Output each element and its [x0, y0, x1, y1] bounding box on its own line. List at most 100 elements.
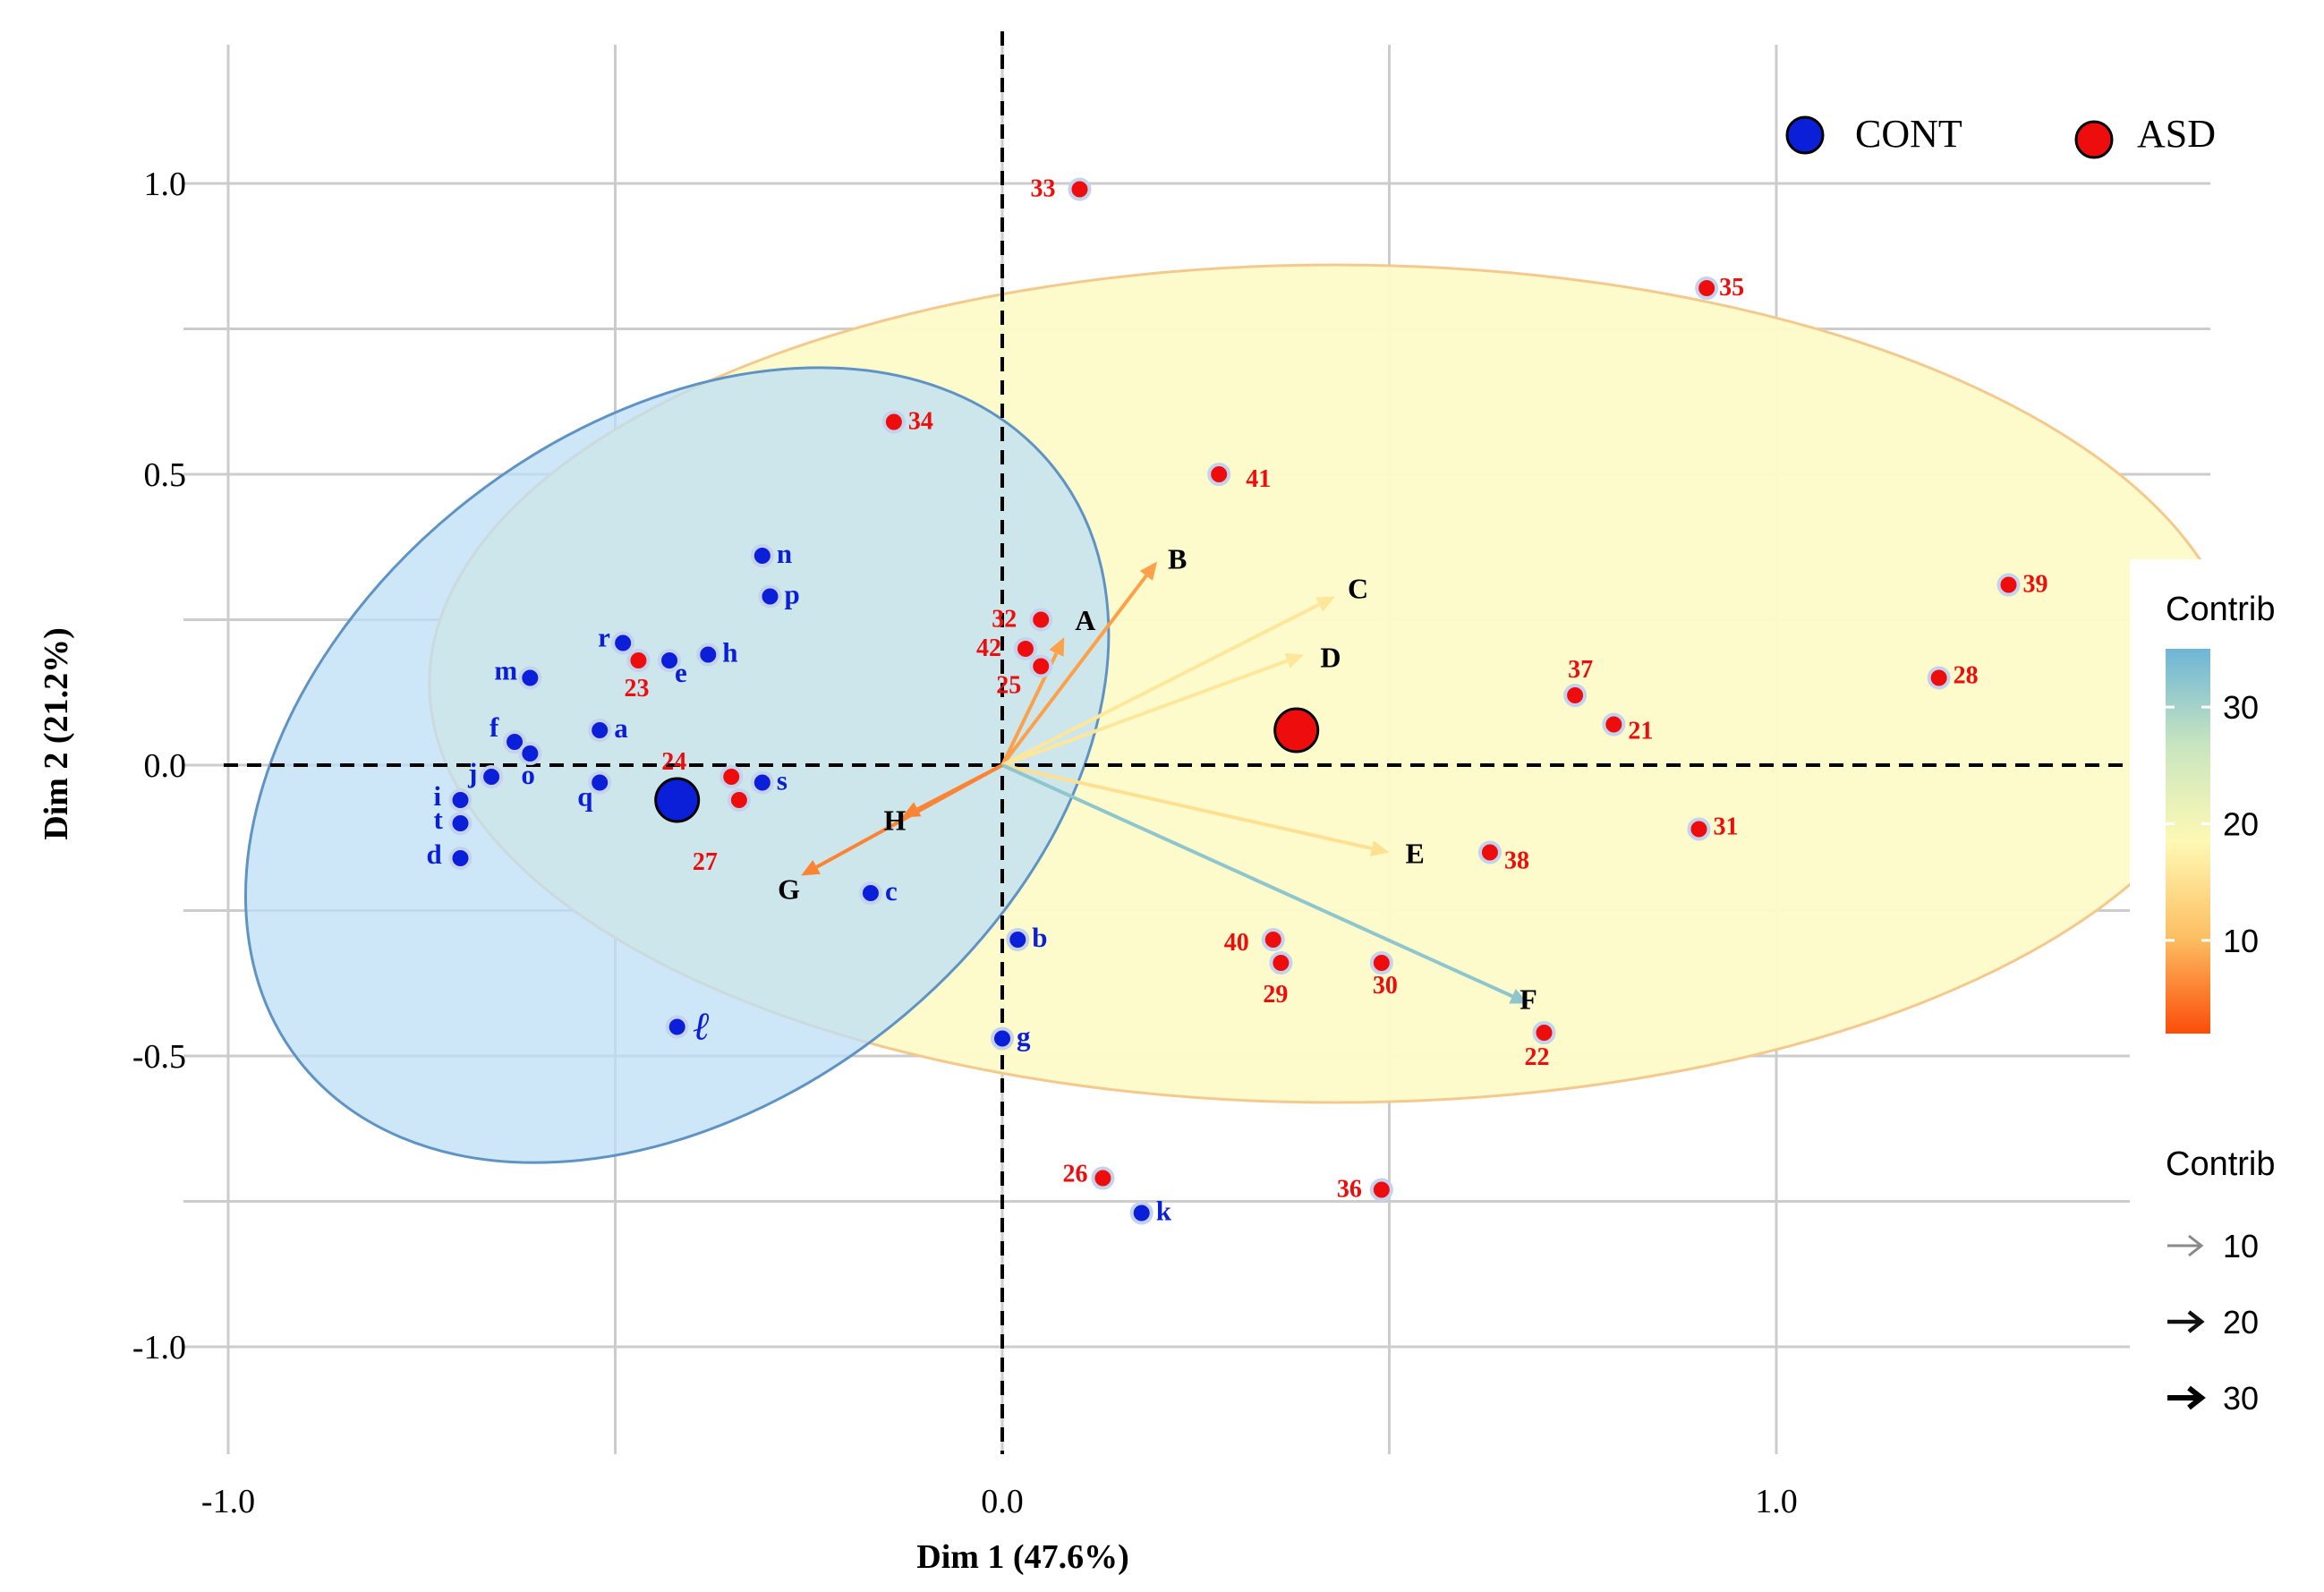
asd-point-label: 29: [1263, 981, 1288, 1009]
cont-point-label: d: [427, 839, 442, 870]
cont-point: [518, 742, 542, 765]
cont-point: [758, 584, 782, 609]
cont-point-label: k: [1156, 1196, 1172, 1227]
asd-point-label: 39: [2023, 571, 2048, 599]
asd-point-label: 31: [1714, 813, 1739, 841]
group-legend: CONT ASD: [1785, 112, 2216, 159]
y-tick-label: 0.5: [144, 456, 187, 494]
asd-point: [1261, 928, 1285, 951]
cont-point-label: b: [1032, 922, 1047, 953]
asd-point: [1563, 684, 1588, 707]
y-tick-label: 1.0: [144, 166, 187, 203]
asd-point: [1369, 951, 1393, 975]
asd-point-label: 37: [1568, 656, 1593, 684]
asd-point: [1029, 608, 1053, 632]
legend-cont-marker: [1785, 115, 1825, 155]
cont-point: [1006, 928, 1030, 951]
colorbar-tick-label: 20: [2223, 805, 2259, 842]
legend-asd-marker: [2074, 120, 2114, 159]
legend-cont-label: CONT: [1855, 112, 1962, 156]
size-legend-arrowhead: [2187, 1385, 2206, 1410]
cont-point-label: n: [777, 538, 792, 569]
colorbar-ticks: 30 20 10: [2166, 689, 2259, 959]
loading-arrow-h: [916, 763, 1003, 812]
asd-point: [727, 788, 751, 812]
colorbar-tick-label: 30: [2223, 689, 2259, 726]
x-tick-label: 1.0: [1755, 1483, 1798, 1520]
size-legend-title: Contrib: [2166, 1145, 2276, 1183]
axes: -1.0 0.0 1.0 1.0 0.5 0.0 -0.5 -1.0: [132, 166, 1798, 1520]
asd-point: [1602, 712, 1626, 736]
cont-point: [588, 719, 612, 742]
colorbar-title: Contrib: [2166, 591, 2276, 628]
size-legend-arrowhead: [2187, 1310, 2205, 1333]
cont-point-label: e: [675, 657, 687, 688]
asd-point: [1996, 573, 2021, 597]
asd-point-label: 27: [693, 848, 718, 876]
cont-point: [448, 788, 472, 812]
cont-point: [991, 1026, 1014, 1051]
size-legend: Contrib 10 20 30: [2166, 1145, 2276, 1417]
asd-point-label: 40: [1224, 929, 1249, 957]
loading-arrows: A B C D E F G H: [778, 543, 1537, 1016]
asd-point-label: 38: [1504, 847, 1529, 875]
colorbar-tick-label: 10: [2223, 923, 2259, 959]
loading-label-d: D: [1320, 642, 1341, 674]
asd-point: [626, 649, 651, 672]
cont-point-label: m: [494, 655, 517, 686]
asd-point-label: 41: [1246, 465, 1271, 493]
y-axis-title: Dim 2 (21.2%): [38, 627, 75, 839]
cont-point: [658, 649, 682, 672]
cont-point-label: f: [489, 711, 499, 743]
asd-point: [1477, 840, 1502, 864]
loading-arrow-d: [1001, 659, 1289, 767]
cont-point: [750, 770, 774, 795]
loading-arrowhead-g: [801, 859, 821, 876]
loading-label-g: G: [778, 873, 800, 906]
asd-point-label: 28: [1954, 662, 1979, 690]
asd-point: [881, 410, 906, 434]
cont-point: [448, 812, 472, 835]
size-legend-arrowhead: [2188, 1234, 2204, 1257]
asd-centroid: [1273, 707, 1320, 753]
cont-point: [448, 847, 472, 870]
asd-point: [1269, 951, 1293, 975]
cont-point-label: o: [521, 759, 535, 790]
loading-label-f: F: [1520, 983, 1537, 1016]
asd-point: [1091, 1166, 1115, 1190]
cont-point: [480, 765, 504, 788]
asd-point-label: 42: [976, 634, 1001, 662]
colorbar-legend: Contrib 30 20 10: [2166, 591, 2276, 1034]
asd-point: [1029, 654, 1053, 678]
size-legend-label: 10: [2223, 1228, 2259, 1264]
y-tick-label: -1.0: [132, 1329, 186, 1366]
cont-point-label: c: [885, 875, 898, 907]
loading-arrowhead-d: [1284, 652, 1305, 668]
loading-label-e: E: [1406, 838, 1425, 870]
cont-point-label: ℓ: [694, 1005, 711, 1049]
cont-point-label: i: [434, 780, 442, 812]
asd-point: [1532, 1021, 1556, 1044]
asd-point: [1695, 277, 1719, 300]
loading-label-a: A: [1075, 604, 1095, 636]
asd-point-label: 33: [1031, 175, 1056, 203]
cont-point-label: p: [785, 579, 800, 610]
asd-point: [1687, 817, 1711, 841]
asd-point-label: 25: [996, 672, 1021, 700]
loading-arrow-c: [1001, 602, 1321, 767]
loading-arrowhead-a: [1049, 637, 1065, 657]
asd-point: [719, 765, 744, 788]
asd-point-label: 22: [1525, 1043, 1550, 1071]
x-axis-title: Dim 1 (47.6%): [916, 1538, 1128, 1576]
asd-point: [1068, 177, 1092, 201]
size-legend-entries: 10 20 30: [2167, 1228, 2259, 1417]
cont-point-label: g: [1017, 1021, 1031, 1052]
cont-point-label: t: [434, 804, 444, 835]
loading-arrow-e: [1001, 763, 1373, 851]
size-legend-label: 20: [2223, 1304, 2259, 1341]
cont-point: [858, 881, 882, 905]
asd-point-label: 26: [1062, 1161, 1087, 1188]
cont-point: [750, 544, 774, 567]
